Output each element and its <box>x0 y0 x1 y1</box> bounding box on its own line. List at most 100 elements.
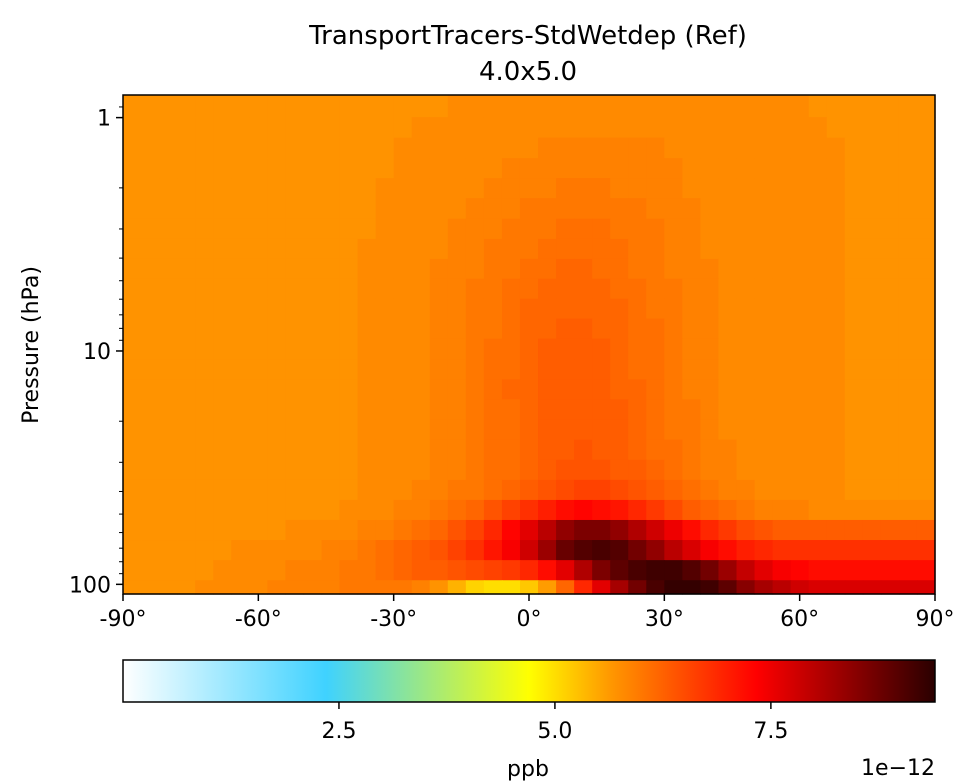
heatmap-cell <box>754 540 774 561</box>
heatmap-cell <box>790 540 810 561</box>
heatmap-cell <box>159 459 178 481</box>
heatmap-cell <box>538 560 557 581</box>
heatmap-cell <box>411 218 431 240</box>
heatmap-cell <box>700 298 720 320</box>
heatmap-cell <box>501 540 521 561</box>
heatmap-cell <box>177 338 196 360</box>
heatmap-cell <box>213 519 232 541</box>
heatmap-cell <box>754 278 774 300</box>
heatmap-cell <box>303 178 323 199</box>
heatmap-cell <box>339 218 359 240</box>
heatmap-cell <box>231 218 250 240</box>
heatmap-cell <box>411 117 431 139</box>
heatmap-cell <box>574 137 593 159</box>
heatmap-cell <box>628 359 647 380</box>
heatmap-cell <box>123 419 142 441</box>
heatmap-cell <box>790 519 810 541</box>
heatmap-cell <box>682 379 702 400</box>
heatmap-cell <box>610 95 629 118</box>
heatmap-cell <box>141 359 160 380</box>
heatmap-cell <box>826 439 846 461</box>
heatmap-cell <box>303 218 323 240</box>
heatmap-cell <box>519 519 539 541</box>
heatmap-cell <box>862 399 882 421</box>
heatmap-cell <box>538 298 557 320</box>
heatmap-cell <box>628 459 647 481</box>
heatmap-cell <box>411 318 431 340</box>
heatmap-cell <box>141 499 160 521</box>
heatmap-cell <box>700 198 720 220</box>
heatmap-cell <box>790 218 810 240</box>
heatmap-cell <box>159 158 178 179</box>
heatmap-cell <box>592 359 611 380</box>
heatmap-cell <box>556 117 575 139</box>
heatmap-cell <box>862 540 882 561</box>
heatmap-cell <box>862 137 882 159</box>
heatmap-cell <box>916 560 936 581</box>
heatmap-cell <box>195 499 214 521</box>
heatmap-cell <box>447 318 467 340</box>
heatmap-cell <box>123 298 142 320</box>
heatmap-cell <box>213 298 232 320</box>
heatmap-cell <box>682 158 702 179</box>
y-tick-label: 1 <box>97 107 111 132</box>
heatmap-cell <box>592 258 611 280</box>
heatmap-cell <box>790 459 810 481</box>
heatmap-cell <box>718 158 738 179</box>
heatmap-cell <box>610 238 629 260</box>
heatmap-cell <box>303 359 323 380</box>
heatmap-cell <box>195 540 214 561</box>
heatmap-cell <box>195 439 214 461</box>
heatmap-cell <box>339 178 359 199</box>
heatmap-cell <box>754 218 774 240</box>
heatmap-cell <box>393 178 413 199</box>
heatmap-cell <box>465 238 485 260</box>
heatmap-cell <box>754 137 774 159</box>
heatmap-cell <box>231 519 250 541</box>
heatmap-cell <box>880 158 900 179</box>
heatmap-cell <box>267 560 286 581</box>
heatmap-cell <box>321 318 341 340</box>
heatmap-cell <box>844 580 864 595</box>
heatmap-cell <box>808 178 828 199</box>
heatmap-cell <box>826 540 846 561</box>
heatmap-cell <box>447 338 467 360</box>
heatmap-cell <box>736 218 756 240</box>
heatmap-cell <box>339 158 359 179</box>
heatmap-cell <box>195 298 214 320</box>
heatmap-cell <box>790 158 810 179</box>
heatmap-cell <box>664 519 683 541</box>
heatmap-cell <box>483 499 503 521</box>
heatmap-cell <box>231 479 250 501</box>
heatmap-cell <box>898 560 918 581</box>
heatmap-cell <box>393 117 413 139</box>
heatmap-cell <box>429 459 449 481</box>
heatmap-cell <box>664 499 683 521</box>
heatmap-cell <box>375 439 395 461</box>
heatmap-cell <box>592 519 611 541</box>
heatmap-cell <box>772 459 792 481</box>
heatmap-cell <box>808 95 828 118</box>
heatmap-cell <box>141 278 160 300</box>
heatmap-cell <box>826 137 846 159</box>
heatmap-cell <box>754 399 774 421</box>
heatmap-cell <box>519 117 539 139</box>
heatmap-cell <box>501 278 521 300</box>
heatmap-cell <box>844 95 864 118</box>
heatmap-cell <box>267 278 286 300</box>
heatmap-cell <box>285 560 305 581</box>
heatmap-cell <box>718 338 738 360</box>
heatmap-cell <box>267 459 286 481</box>
heatmap-cell <box>790 137 810 159</box>
heatmap-cell <box>177 278 196 300</box>
heatmap-cell <box>538 399 557 421</box>
heatmap-cell <box>231 540 250 561</box>
heatmap-cell <box>447 419 467 441</box>
heatmap-cell <box>898 298 918 320</box>
heatmap-cell <box>159 117 178 139</box>
heatmap-cell <box>141 379 160 400</box>
heatmap-cell <box>538 499 557 521</box>
heatmap-cell <box>862 298 882 320</box>
heatmap-cell <box>375 258 395 280</box>
heatmap-cell <box>844 158 864 179</box>
